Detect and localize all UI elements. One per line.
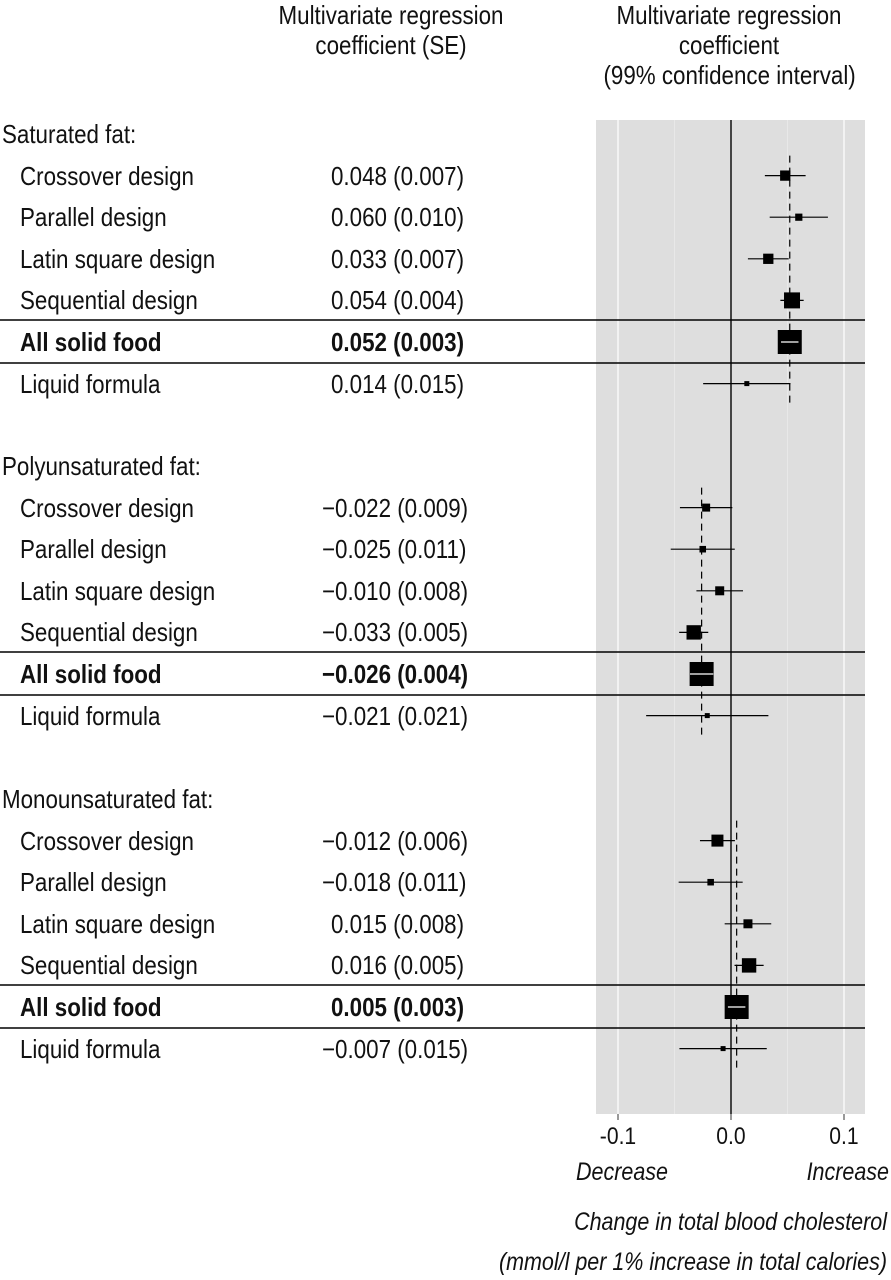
estimate-marker xyxy=(702,503,711,512)
row-label: All solid food xyxy=(20,659,162,689)
estimate-marker xyxy=(744,381,750,387)
row-label: Latin square design xyxy=(20,908,216,939)
row-coefficient: −0.012 (0.006) xyxy=(322,825,469,856)
estimate-marker xyxy=(743,919,753,929)
header-ci-line-3: (99% confidence interval) xyxy=(603,60,856,90)
x-tick-label-2: 0.1 xyxy=(829,1123,858,1150)
row-label: Crossover design xyxy=(20,492,194,523)
row-coefficient: −0.025 (0.011) xyxy=(322,534,467,565)
header-ci-column: Multivariate regression coefficient (99%… xyxy=(583,0,875,90)
row-coefficient: −0.033 (0.005) xyxy=(322,617,469,648)
row-label: Parallel design xyxy=(20,202,167,233)
header-se-line-1: Multivariate regression xyxy=(278,0,504,30)
estimate-marker xyxy=(711,834,724,847)
row-coefficient: 0.005 (0.003) xyxy=(331,992,465,1022)
row-coefficient: 0.033 (0.007) xyxy=(331,243,465,274)
row-label: Latin square design xyxy=(20,575,216,606)
increase-label: Increase xyxy=(807,1157,889,1185)
row-coefficient: −0.022 (0.009) xyxy=(322,492,469,523)
x-tick-label-0: -0.1 xyxy=(600,1123,636,1150)
header-ci-line-2: coefficient xyxy=(678,30,780,60)
estimate-marker xyxy=(784,292,801,309)
row-coefficient: −0.007 (0.015) xyxy=(322,1033,469,1064)
x-axis-label-line-2: (mmol/l per 1% increase in total calorie… xyxy=(499,1247,887,1275)
x-axis-label-line-1: Change in total blood cholesterol xyxy=(574,1207,888,1235)
row-coefficient: −0.021 (0.021) xyxy=(322,700,469,731)
row-label: Crossover design xyxy=(20,825,194,856)
row-coefficient: 0.014 (0.015) xyxy=(331,368,465,399)
row-coefficient: 0.015 (0.008) xyxy=(331,908,465,939)
estimate-marker xyxy=(763,253,774,264)
row-label: All solid food xyxy=(20,992,162,1022)
estimate-marker xyxy=(686,625,701,640)
row-coefficient: 0.016 (0.005) xyxy=(331,950,465,981)
row-label: All solid food xyxy=(20,327,162,357)
estimate-marker xyxy=(707,878,714,886)
row-coefficient: 0.052 (0.003) xyxy=(331,327,465,357)
header-ci-line-1: Multivariate regression xyxy=(616,0,842,30)
row-label: Liquid formula xyxy=(20,368,161,399)
row-label: Sequential design xyxy=(20,285,198,316)
row-coefficient: 0.054 (0.004) xyxy=(331,285,465,316)
estimate-marker xyxy=(795,213,803,221)
row-label: Sequential design xyxy=(20,950,198,981)
estimate-marker xyxy=(704,713,710,719)
estimate-marker xyxy=(780,170,791,181)
estimate-marker xyxy=(699,545,707,553)
estimate-marker xyxy=(720,1046,726,1052)
header-se-line-2: coefficient (SE) xyxy=(315,30,467,60)
group-label-1: Polyunsaturated fat: xyxy=(2,451,201,481)
row-label: Liquid formula xyxy=(20,700,161,731)
row-coefficient: −0.010 (0.008) xyxy=(322,575,469,606)
estimate-marker xyxy=(741,958,757,973)
x-tick-label-1: 0.0 xyxy=(716,1123,745,1150)
row-label: Parallel design xyxy=(20,534,167,565)
row-coefficient: −0.018 (0.011) xyxy=(322,867,467,898)
row-label: Sequential design xyxy=(20,617,198,648)
decrease-label: Decrease xyxy=(576,1157,668,1185)
group-label-2: Monounsaturated fat: xyxy=(2,784,214,814)
row-coefficient: 0.048 (0.007) xyxy=(331,160,465,191)
row-label: Crossover design xyxy=(20,160,194,191)
row-label: Liquid formula xyxy=(20,1033,161,1064)
row-coefficient: −0.026 (0.004) xyxy=(322,659,469,689)
row-label: Parallel design xyxy=(20,867,167,898)
estimate-marker xyxy=(715,586,725,596)
row-coefficient: 0.060 (0.010) xyxy=(331,202,465,233)
row-label: Latin square design xyxy=(20,243,216,274)
header-se-column: Multivariate regression coefficient (SE) xyxy=(246,0,536,60)
group-label-0: Saturated fat: xyxy=(2,119,137,149)
